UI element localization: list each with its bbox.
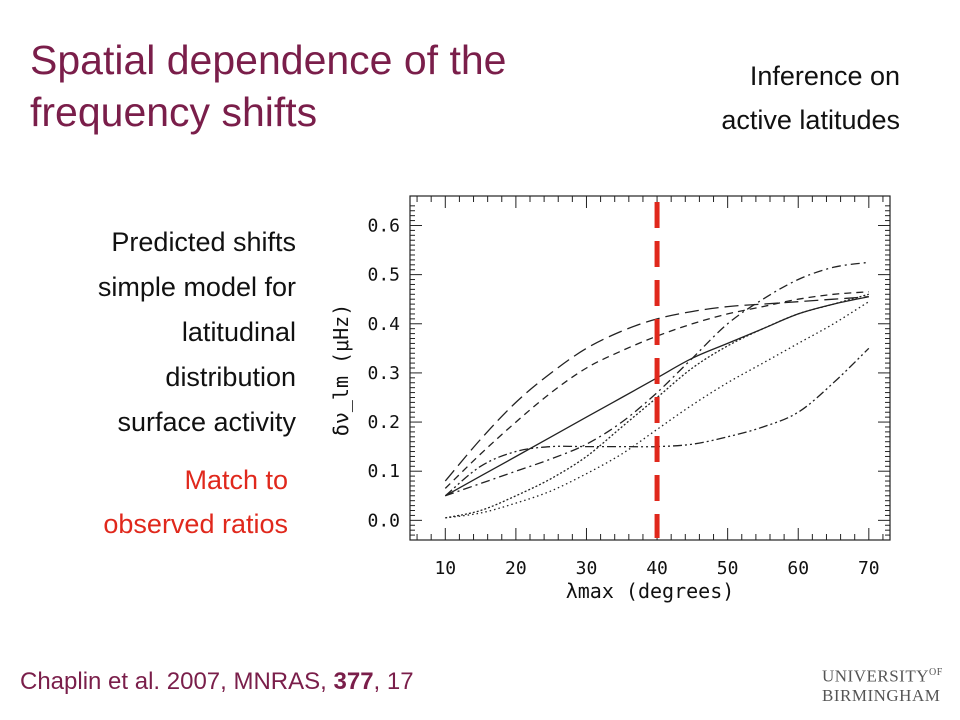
- citation-volume: 377: [333, 668, 374, 695]
- desc-line-1: Predicted shifts: [111, 227, 296, 257]
- x-tick-label: 60: [787, 558, 809, 579]
- y-tick-label: 0.3: [367, 363, 400, 384]
- series-line-6: [445, 301, 870, 519]
- university-logo: UNIVERSITYOF BIRMINGHAM: [822, 664, 944, 706]
- desc-line-4: distribution: [165, 362, 296, 392]
- x-tick-label: 30: [576, 558, 598, 579]
- y-tick-label: 0.6: [367, 215, 400, 236]
- series-line-4: [445, 261, 869, 497]
- match-line-2: observed ratios: [103, 509, 288, 539]
- title-line-1: Spatial dependence of the: [30, 37, 507, 83]
- match-line-1: Match to: [184, 465, 288, 495]
- model-description: Predicted shifts simple model for latitu…: [0, 220, 296, 445]
- inference-caption: Inference on active latitudes: [580, 54, 900, 142]
- logo-birmingham: BIRMINGHAM: [822, 685, 941, 705]
- y-tick-label: 0.5: [367, 265, 400, 286]
- citation-suffix: , 17: [373, 668, 414, 695]
- y-tick-label: 0.4: [367, 314, 400, 335]
- x-tick-label: 40: [646, 558, 668, 579]
- y-tick-label: 0.1: [367, 461, 400, 482]
- inference-line-1: Inference on: [749, 61, 900, 91]
- plot-frame: [409, 195, 891, 541]
- x-tick-label: 50: [717, 558, 739, 579]
- citation-prefix: Chaplin et al. 2007, MNRAS,: [20, 668, 334, 695]
- logo-of: OF: [929, 667, 943, 678]
- x-tick-label: 10: [434, 558, 456, 579]
- series-line-3: [444, 291, 869, 489]
- x-tick-label: 70: [858, 558, 880, 579]
- citation: Chaplin et al. 2007, MNRAS, 377, 17: [20, 668, 414, 696]
- desc-line-5: surface activity: [117, 407, 296, 437]
- slide-title: Spatial dependence of the frequency shif…: [30, 34, 630, 138]
- y-tick-label: 0.0: [367, 510, 400, 531]
- frequency-shift-chart: 10 20 30 40 50 60 70 0.0 0.1 0.2 0.3 0.4 0.5 0.6 λmax…: [330, 195, 891, 603]
- match-note: Match to observed ratios: [0, 458, 288, 546]
- y-axis-label: δν_lm (μHz): [330, 304, 353, 436]
- y-tick-label: 0.2: [367, 412, 400, 433]
- desc-line-3: latitudinal: [181, 317, 296, 347]
- logo-university: UNIVERSITY: [822, 666, 929, 686]
- title-line-2: frequency shifts: [30, 89, 318, 135]
- x-tick-label: 20: [505, 558, 527, 579]
- series-line-2: [444, 296, 869, 482]
- desc-line-2: simple model for: [97, 272, 296, 302]
- inference-line-2: active latitudes: [721, 105, 900, 135]
- series-line-7: [445, 293, 869, 519]
- x-axis-label: λmax (degrees): [566, 579, 735, 603]
